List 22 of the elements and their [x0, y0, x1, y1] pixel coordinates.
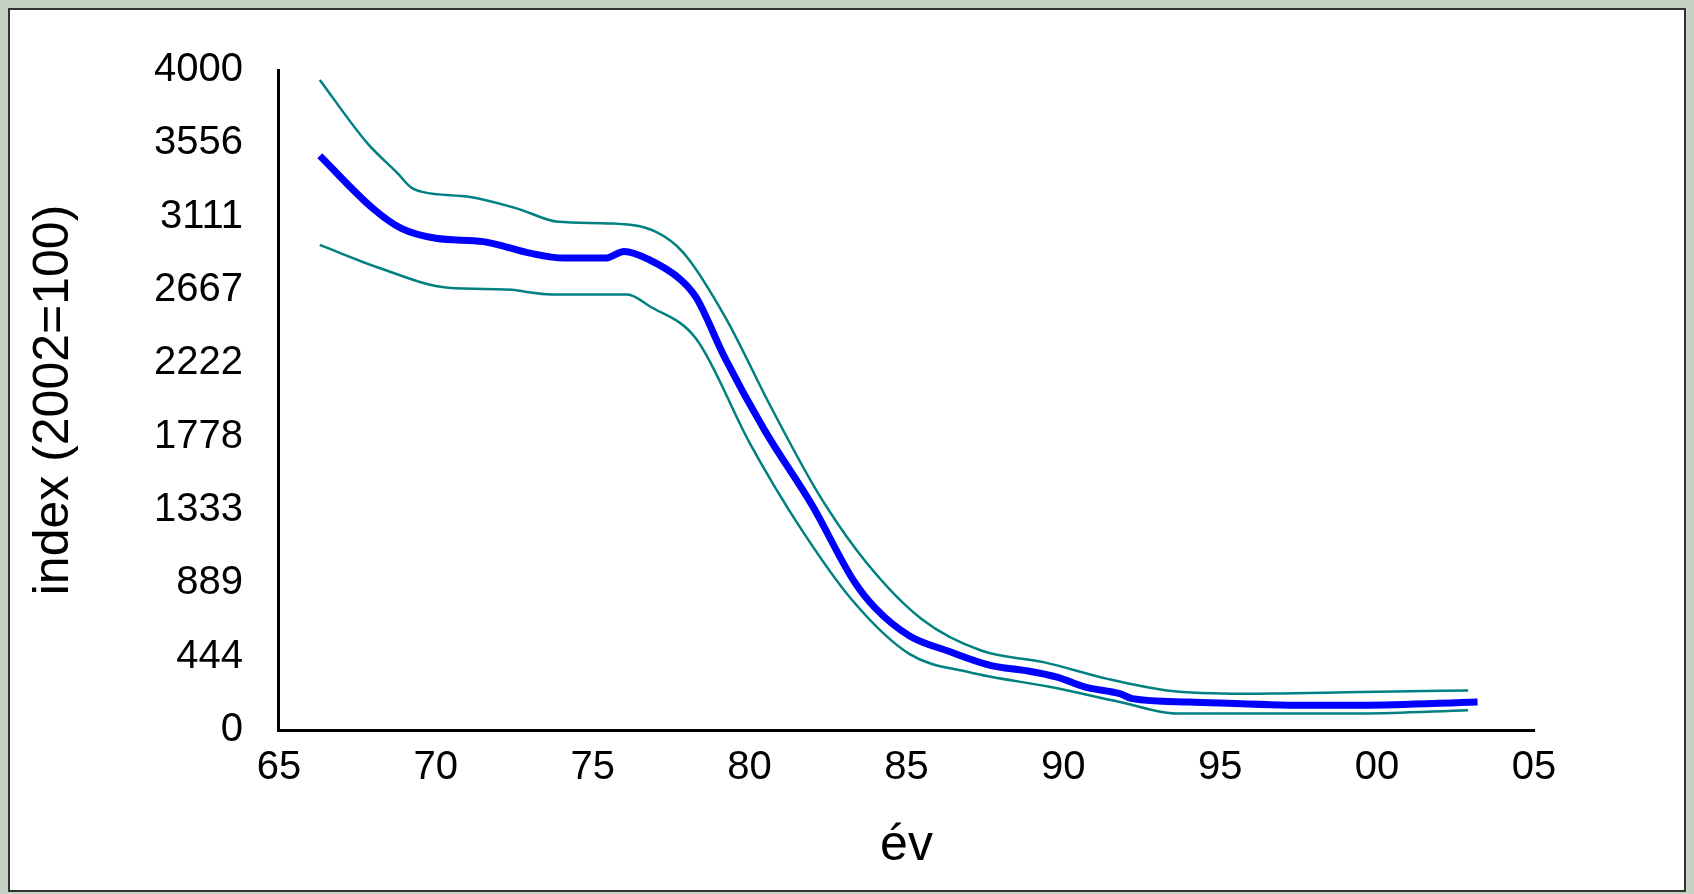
x-tick-label: 85 [884, 743, 929, 788]
x-tick-label: 95 [1198, 743, 1243, 788]
y-tick-label: 0 [220, 705, 243, 750]
y-tick-label: 2222 [154, 338, 243, 383]
x-tick-label: 05 [1511, 743, 1557, 788]
x-tick-label: 75 [570, 743, 615, 788]
x-tick-label: 90 [1041, 743, 1086, 788]
x-tick-label: 00 [1354, 743, 1400, 788]
x-tick-label: 65 [256, 743, 302, 788]
y-tick-label: 1333 [154, 485, 243, 530]
y-tick-label: 889 [176, 558, 243, 603]
x-tick-label: 70 [413, 743, 459, 788]
line-series [318, 243, 1470, 715]
y-tick-label: 4000 [154, 45, 243, 90]
y-axis-title: index (2002=100) [22, 204, 79, 596]
y-tick-label: 2667 [154, 264, 243, 309]
y-tick-label: 444 [176, 631, 243, 676]
x-axis-title: év [880, 814, 933, 871]
y-tick-label: 3111 [159, 191, 243, 236]
y-tick-label: 3556 [154, 118, 243, 163]
x-tick-label: 80 [727, 743, 772, 788]
y-tick-label: 1778 [154, 411, 243, 456]
